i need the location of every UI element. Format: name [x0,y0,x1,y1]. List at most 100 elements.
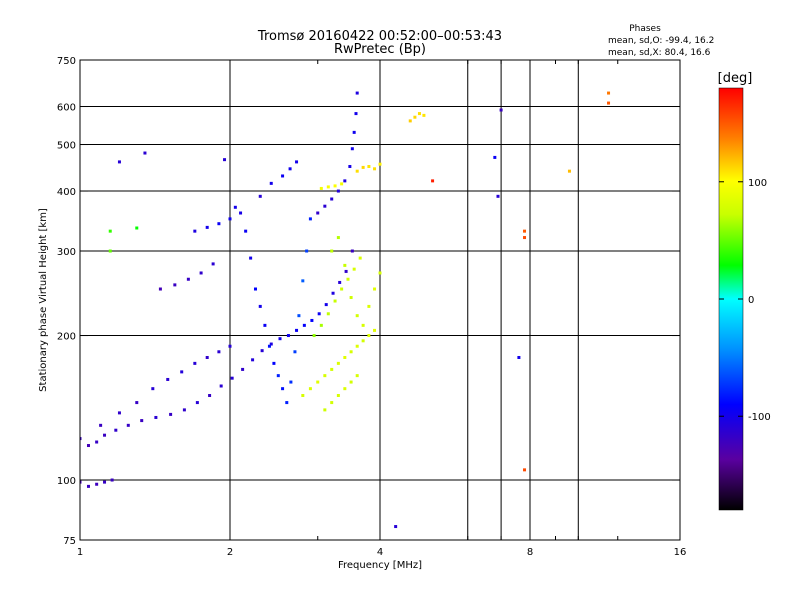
data-point-x [343,355,347,359]
data-point-o [186,277,190,281]
data-point-o [233,205,237,209]
data-point-x [413,115,417,119]
data-point-x [373,287,377,291]
data-point-x [361,339,365,343]
data-point-o [103,480,107,484]
data-point-x [355,374,359,378]
data-point-o [135,401,139,405]
x-tick-label: 1 [77,547,83,558]
data-point-o [316,211,320,215]
data-point-o [158,287,162,291]
data-point-x [358,256,362,260]
data-point-o [86,484,90,488]
data-point-x [408,119,412,123]
data-point-x [340,182,344,186]
data-point-o [286,334,290,338]
data-point-o [151,387,155,391]
data-point-o [331,291,335,295]
data-point-o [199,271,203,275]
data-point-x [378,162,382,166]
data-point-o [260,349,264,353]
data-point-x [367,164,371,168]
data-point-o [258,194,262,198]
data-point-x [361,165,365,169]
data-point-o [269,342,273,346]
colorbar-tick-label: -100 [748,412,771,423]
data-point-o [278,337,282,341]
data-point-o [317,312,321,316]
x-tick-label: 4 [377,547,383,558]
data-point-o [193,229,197,233]
data-point-o [343,179,347,183]
data-point-x [323,408,327,412]
data-point-o [217,222,221,226]
data-point-o [258,304,262,308]
data-point-o [99,423,103,427]
data-point-x [326,185,330,189]
data-point-x [108,249,112,253]
data-point-x [319,323,323,327]
legend-x-stats: mean, sd,X: 80.4, 16.6 [608,48,711,58]
data-point-o [95,482,99,486]
data-points [80,91,611,529]
data-point-o [338,280,342,284]
data-point-x [607,91,611,95]
data-point-x [431,179,435,183]
data-point-o [289,380,293,384]
data-point-o [239,211,243,215]
data-point-x [326,312,330,316]
y-tick-label: 600 [57,103,76,114]
data-point-o [301,279,305,283]
colorbar-tick-label: 100 [748,178,767,189]
data-point-x [352,267,356,271]
x-axis-label: Frequency [MHz] [338,560,422,571]
data-point-o [323,204,327,208]
data-point-o [205,225,209,229]
data-point-o [295,328,299,332]
data-point-x [417,112,421,116]
data-point-x [333,299,337,303]
data-point-o [166,377,170,381]
data-point-x [355,344,359,348]
data-point-x [523,236,527,240]
data-point-o [195,401,199,405]
y-axis-label: Stationary phase Virtual Height [km] [38,208,49,392]
data-point-o [285,401,289,405]
data-point-x [367,304,371,308]
data-point-x [422,113,426,117]
data-point-x [378,271,382,275]
data-point-x [336,361,340,365]
chart-title: Tromsø 20160422 00:52:00–00:53:43 [257,29,502,44]
data-point-o [324,303,328,307]
data-point-x [355,314,359,318]
colorbar-label: [deg] [718,71,753,86]
data-point-x [607,101,611,105]
data-point-o [182,408,186,412]
data-point-o [305,249,309,253]
data-point-x [567,169,571,173]
data-point-o [394,525,398,529]
data-point-x [373,328,377,332]
data-point-o [499,108,503,112]
axis-ticks: 1 2 4 8 16 75 100 200 300 400 500 600 750 [57,56,686,558]
data-point-x [108,229,112,233]
data-point-x [308,387,312,391]
data-point-o [205,355,209,359]
data-point-o [272,361,276,365]
data-point-x [316,380,320,384]
data-point-x [346,277,350,281]
data-point-o [244,229,248,233]
x-tick-label: 16 [674,547,687,558]
data-point-o [354,112,358,116]
data-point-x [349,296,353,300]
data-point-o [80,480,82,484]
data-point-o [348,164,352,168]
data-point-o [297,314,301,318]
data-point-o [330,197,334,201]
data-point-o [86,444,90,448]
data-point-o [219,384,223,388]
data-point-x [301,394,305,398]
data-point-o [302,323,306,327]
data-point-o [169,412,173,416]
data-point-o [217,350,221,354]
